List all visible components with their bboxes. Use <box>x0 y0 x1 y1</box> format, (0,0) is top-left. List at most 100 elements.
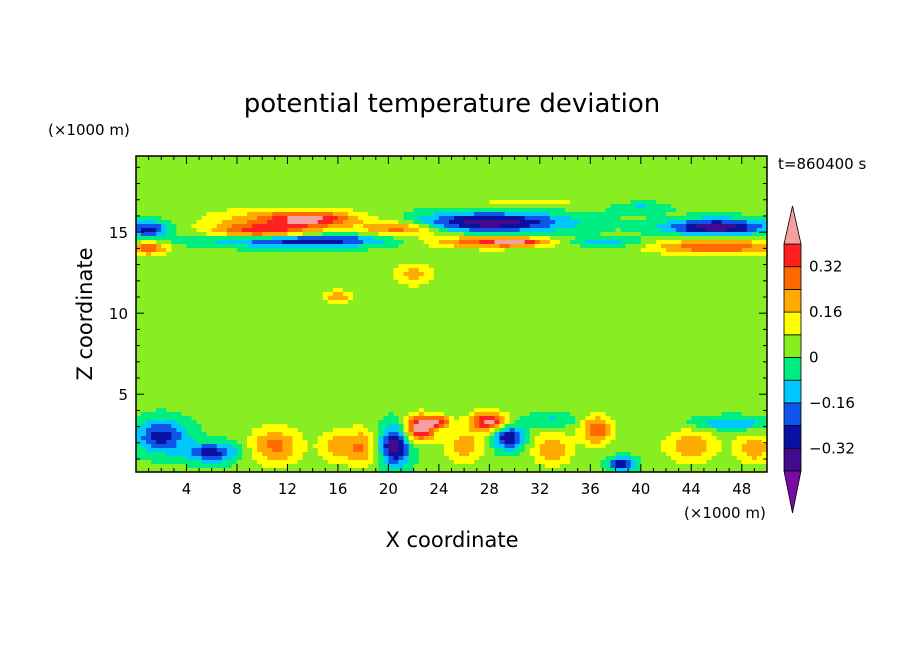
heat-cell <box>560 168 566 173</box>
heat-cell <box>161 160 167 165</box>
heat-cell <box>620 212 627 217</box>
heat-cell <box>746 244 753 249</box>
heat-cell <box>660 156 667 161</box>
heat-cell <box>655 208 662 213</box>
heat-cell <box>146 296 152 301</box>
heat-cell <box>529 260 536 265</box>
heat-cell <box>499 172 506 177</box>
heat-cell <box>736 272 743 277</box>
heat-cell <box>736 212 743 217</box>
heat-cell <box>247 160 253 165</box>
heat-cell <box>746 268 753 273</box>
heat-cell <box>408 216 415 221</box>
heat-cell <box>257 280 263 285</box>
heat-cell <box>681 212 687 217</box>
heat-cell <box>751 160 758 165</box>
heat-cell <box>620 220 627 225</box>
heat-cell <box>620 228 627 233</box>
heat-cell <box>635 240 642 245</box>
heat-cell <box>196 244 203 249</box>
heat-cell <box>312 216 319 221</box>
heat-cell <box>716 216 723 221</box>
heat-cell <box>428 232 435 237</box>
heat-cell <box>676 308 682 313</box>
heat-cell <box>176 232 183 237</box>
heat-cell <box>575 216 581 221</box>
heat-cell <box>171 228 177 233</box>
heat-cell <box>176 292 183 297</box>
heat-cell <box>166 164 172 169</box>
heat-cell <box>332 236 339 241</box>
heat-cell <box>590 160 596 165</box>
heat-cell <box>171 304 177 309</box>
heat-cell <box>448 228 455 233</box>
heat-cell <box>191 180 198 185</box>
heat-cell <box>474 260 480 265</box>
heat-cell <box>539 160 546 165</box>
heat-cell <box>645 188 652 193</box>
heat-cell <box>454 244 460 249</box>
heat-cell <box>741 244 748 249</box>
heat-cell <box>262 184 268 189</box>
heat-cell <box>479 192 485 197</box>
heat-cell <box>211 196 218 201</box>
heat-cell <box>166 220 172 225</box>
heat-cell <box>756 220 763 225</box>
heat-cell <box>252 252 258 257</box>
heat-cell <box>650 212 657 217</box>
heat-cell <box>236 300 243 305</box>
heat-cell <box>625 180 632 185</box>
heat-cell <box>464 176 470 181</box>
heat-cell <box>600 296 607 301</box>
heat-cell <box>499 260 506 265</box>
heat-cell <box>560 288 566 293</box>
heat-cell <box>317 248 324 253</box>
heat-cell <box>136 160 142 165</box>
heat-cell <box>666 212 672 217</box>
heat-cell <box>610 164 617 169</box>
heat-cell <box>489 200 496 205</box>
heat-cell <box>580 296 586 301</box>
heat-cell <box>226 276 233 281</box>
heat-cell <box>257 220 263 225</box>
heat-cell <box>206 240 213 245</box>
heat-cell <box>146 228 152 233</box>
heat-cell <box>469 252 475 257</box>
heat-cell <box>307 256 314 261</box>
heat-cell <box>226 176 233 181</box>
heat-cell <box>565 188 571 193</box>
heat-cell <box>393 248 400 253</box>
heat-cell <box>620 240 627 245</box>
heat-cell <box>176 224 183 229</box>
heat-cell <box>600 256 607 261</box>
heat-cell <box>277 200 283 205</box>
heat-cell <box>353 156 359 161</box>
heat-cell <box>146 196 152 201</box>
heat-cell <box>464 236 470 241</box>
heat-cell <box>342 220 349 225</box>
heat-cell <box>448 260 455 265</box>
heat-cell <box>262 208 268 213</box>
heat-cell <box>398 180 405 185</box>
heat-cell <box>504 308 511 313</box>
heat-cell <box>373 224 379 229</box>
heat-cell <box>554 216 561 221</box>
heat-cell <box>448 264 455 269</box>
heat-cell <box>509 252 516 257</box>
heat-cell <box>504 252 511 257</box>
heat-cell <box>746 288 753 293</box>
heat-cell <box>595 172 602 177</box>
heat-cell <box>459 212 465 217</box>
heat-cell <box>514 212 521 217</box>
heat-cell <box>262 160 268 165</box>
heat-cell <box>580 272 586 277</box>
heat-cell <box>660 288 667 293</box>
heat-cell <box>201 172 208 177</box>
heat-cell <box>756 184 763 189</box>
heat-cell <box>746 200 753 205</box>
heat-cell <box>671 244 677 249</box>
heat-cell <box>161 212 167 217</box>
heat-cell <box>211 292 218 297</box>
heat-cell <box>615 184 622 189</box>
heat-cell <box>615 300 622 305</box>
